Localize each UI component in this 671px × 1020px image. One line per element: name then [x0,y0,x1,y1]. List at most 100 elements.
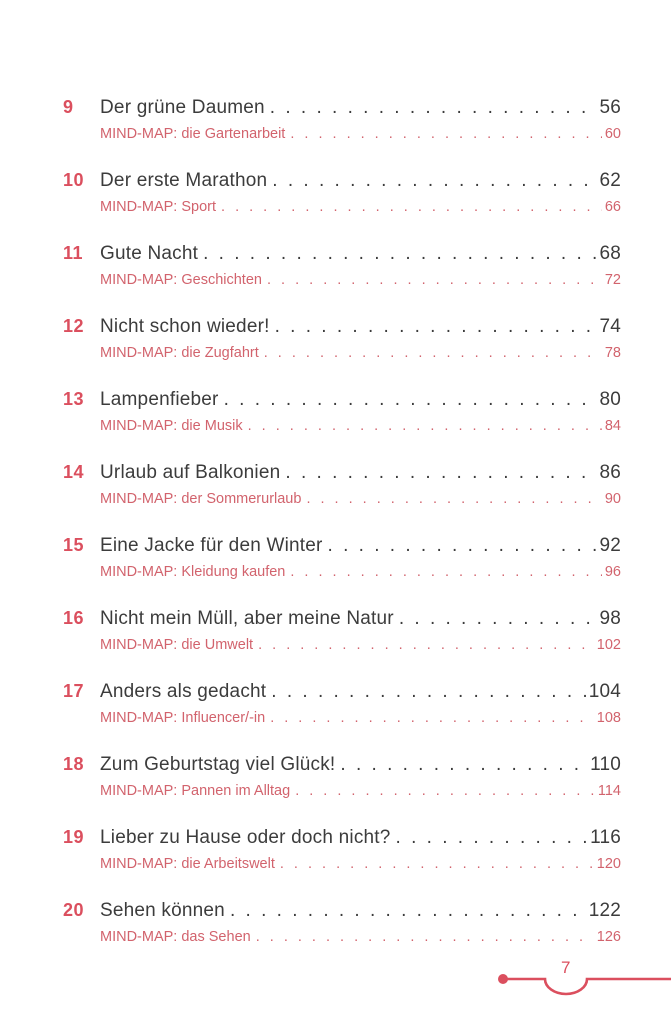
chapter-number: 11 [63,243,84,263]
chapter-page-number: 98 [599,608,621,629]
chapter-page-number: 80 [599,389,621,410]
chapter-number: 12 [63,316,85,336]
dot-leader [399,608,597,630]
dot-leader [328,535,597,557]
chapter-number: 17 [63,681,85,701]
chapter-page-number: 116 [590,827,621,848]
mindmap-title: MIND-MAP: die Zugfahrt [100,345,259,361]
chapter-number: 9 [63,97,74,117]
toc-entry: 13 Lampenfieber 80 MIND-MAP: die Musik 8… [63,388,621,435]
chapter-page-number: 56 [599,97,621,118]
mindmap-title: MIND-MAP: die Arbeitswelt [100,856,275,872]
mindmap-page-number: 90 [604,491,621,507]
chapter-number: 13 [63,389,85,409]
chapter-number: 19 [63,827,85,847]
table-of-contents: 9 Der grüne Daumen 56 MIND-MAP: die Gart… [63,96,621,972]
chapter-title: Urlaub auf Balkonien [100,462,281,483]
toc-entry: 9 Der grüne Daumen 56 MIND-MAP: die Gart… [63,96,621,143]
dot-leader [295,782,595,800]
toc-entry: 14 Urlaub auf Balkonien 86 MIND-MAP: der… [63,461,621,508]
chapter-number: 16 [63,608,85,628]
chapter-number: 20 [63,900,85,920]
mindmap-page-number: 108 [596,710,621,726]
dot-leader [270,97,597,119]
chapter-number: 10 [63,170,85,190]
chapter-number: 18 [63,754,85,774]
dot-leader [271,681,585,703]
chapter-title: Zum Geburtstag viel Glück! [100,754,336,775]
dot-leader [224,389,597,411]
toc-entry: 10 Der erste Marathon 62 MIND-MAP: Sport… [63,169,621,216]
footer-rule-line [501,977,671,996]
mindmap-title: MIND-MAP: die Gartenarbeit [100,126,286,142]
dot-leader [306,490,601,508]
dot-leader [270,709,594,727]
chapter-page-number: 86 [599,462,621,483]
dot-leader [272,170,596,192]
toc-entry: 16 Nicht mein Müll, aber meine Natur 98 … [63,607,621,654]
dot-leader [221,198,602,216]
mindmap-page-number: 72 [604,272,621,288]
chapter-page-number: 62 [599,170,621,191]
dot-leader [275,316,597,338]
toc-entry: 20 Sehen können 122 MIND-MAP: das Sehen … [63,899,621,946]
mindmap-title: MIND-MAP: Sport [100,199,217,215]
chapter-title: Lieber zu Hause oder doch nicht? [100,827,391,848]
dot-leader [264,344,602,362]
chapter-title: Nicht schon wieder! [100,316,270,337]
chapter-title: Der grüne Daumen [100,97,265,118]
dot-leader [258,636,594,654]
chapter-title: Eine Jacke für den Winter [100,535,323,556]
chapter-number: 15 [63,535,85,555]
mindmap-page-number: 78 [604,345,621,361]
dot-leader [340,754,587,776]
toc-entry: 15 Eine Jacke für den Winter 92 MIND-MAP… [63,534,621,581]
chapter-page-number: 110 [590,754,621,775]
toc-entry: 12 Nicht schon wieder! 74 MIND-MAP: die … [63,315,621,362]
mindmap-page-number: 126 [596,929,621,945]
chapter-page-number: 74 [599,316,621,337]
dot-leader [290,125,602,143]
mindmap-page-number: 114 [597,783,621,799]
dot-leader [267,271,602,289]
chapter-title: Nicht mein Müll, aber meine Natur [100,608,394,629]
mindmap-title: MIND-MAP: Kleidung kaufen [100,564,286,580]
mindmap-page-number: 66 [604,199,621,215]
mindmap-page-number: 84 [604,418,621,434]
dot-leader [230,900,586,922]
dot-leader [203,243,596,265]
mindmap-title: MIND-MAP: Pannen im Alltag [100,783,291,799]
chapter-title: Sehen können [100,900,225,921]
chapter-page-number: 122 [588,900,621,921]
dot-leader [248,417,602,435]
mindmap-page-number: 60 [604,126,621,142]
chapter-title: Anders als gedacht [100,681,267,702]
mindmap-title: MIND-MAP: die Musik [100,418,243,434]
chapter-title: Gute Nacht [100,243,199,264]
mindmap-title: MIND-MAP: das Sehen [100,929,251,945]
chapter-page-number: 92 [599,535,621,556]
chapter-title: Lampenfieber [100,389,219,410]
chapter-number: 14 [63,462,85,482]
dot-leader [290,563,602,581]
mindmap-page-number: 102 [596,637,621,653]
mindmap-page-number: 96 [604,564,621,580]
toc-entry: 18 Zum Geburtstag viel Glück! 110 MIND-M… [63,753,621,800]
toc-entry: 17 Anders als gedacht 104 MIND-MAP: Infl… [63,680,621,727]
mindmap-title: MIND-MAP: Geschichten [100,272,262,288]
mindmap-title: MIND-MAP: die Umwelt [100,637,254,653]
toc-entry: 11 Gute Nacht 68 MIND-MAP: Geschichten 7… [63,242,621,289]
dot-leader [396,827,588,849]
footer-decoration: 7 [493,953,671,1003]
footer-page-number: 7 [561,958,570,977]
chapter-page-number: 68 [599,243,621,264]
mindmap-page-number: 120 [596,856,621,872]
chapter-title: Der erste Marathon [100,170,268,191]
mindmap-title: MIND-MAP: der Sommerurlaub [100,491,302,507]
mindmap-title: MIND-MAP: Influencer/-in [100,710,266,726]
dot-leader [280,855,594,873]
chapter-page-number: 104 [588,681,621,702]
dot-leader [285,462,596,484]
toc-entry: 19 Lieber zu Hause oder doch nicht? 116 … [63,826,621,873]
